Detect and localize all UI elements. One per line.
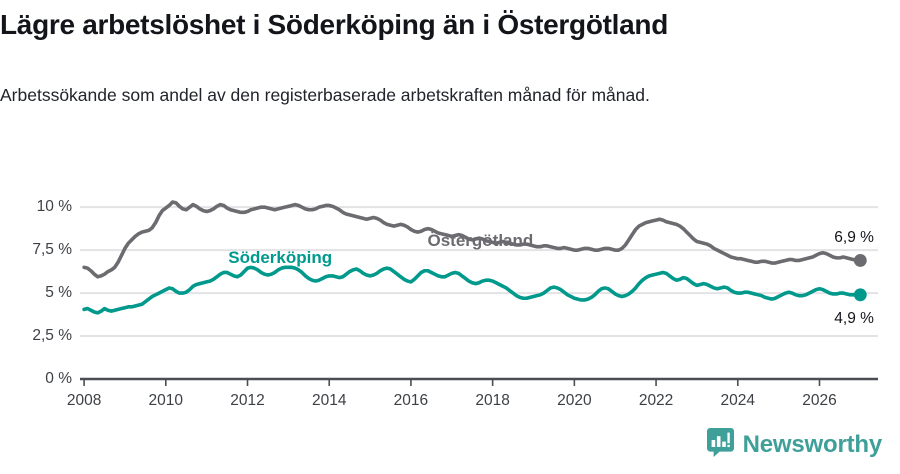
y-tick-label: 5 % — [45, 284, 72, 302]
x-tick-label-2024: 2024 — [720, 392, 756, 409]
x-tick-label-2020: 2020 — [557, 392, 592, 409]
x-tick-label-2016: 2016 — [393, 392, 429, 409]
y-tick-label: 2,5 % — [32, 327, 72, 345]
x-tick-label-2026: 2026 — [802, 392, 837, 409]
chart-subtitle: Arbetssökande som andel av den registerb… — [0, 85, 650, 105]
series-line-1 — [82, 265, 863, 315]
newsworthy-logo[interactable]: Newsworthy — [706, 428, 883, 462]
x-tick-label-2008: 2008 — [66, 392, 102, 409]
series-label-söderköping: Söderköping — [228, 247, 333, 267]
x-tick-label-2012: 2012 — [230, 392, 265, 409]
x-tick-label-2018: 2018 — [475, 392, 510, 409]
series-endpoint-1 — [853, 288, 867, 302]
y-tick-label: 7,5 % — [32, 241, 72, 259]
x-tick-label-2014: 2014 — [311, 392, 347, 409]
y-tick-label: 10 % — [36, 198, 72, 216]
x-tick-label-2022: 2022 — [638, 392, 674, 409]
series-endpoint-0 — [853, 254, 867, 267]
series-label-östergötland: Östergötland — [427, 230, 534, 250]
newsworthy-wordmark: Newsworthy — [742, 431, 883, 458]
chart-title: Lägre arbetslöshet i Söderköping än i Ös… — [0, 9, 669, 40]
bar-chart-speech-bubble-icon — [706, 428, 734, 462]
end-value-label-östergötland: 6,9 % — [834, 229, 874, 247]
x-tick-label-2010: 2010 — [148, 392, 184, 409]
end-value-label-söderköping: 4,9 % — [834, 309, 874, 327]
y-tick-label: 0 % — [45, 370, 72, 387]
